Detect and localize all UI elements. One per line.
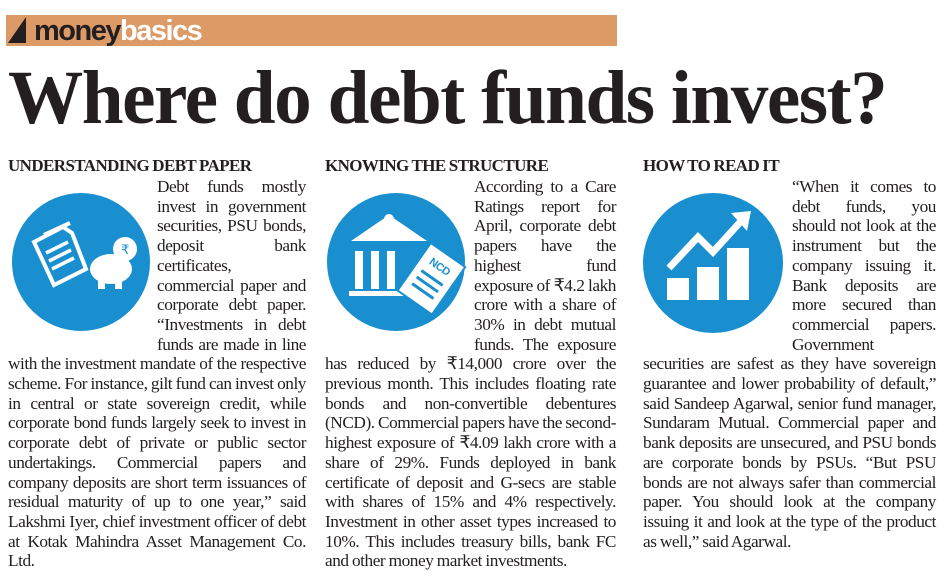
column-understanding-debt-paper: UNDERSTANDING DEBT PAPER ₹ Debt funds mo…: [8, 156, 306, 571]
column-body: According to a Care Ratings report for A…: [325, 177, 616, 571]
column-knowing-the-structure: KNOWING THE STRUCTURE NCD According to a…: [325, 156, 616, 571]
section-brand: moneybasics: [34, 14, 203, 48]
column-heading: UNDERSTANDING DEBT PAPER: [8, 156, 252, 175]
headline: Where do debt funds invest?: [8, 56, 888, 140]
column-body: Debt funds mostly invest in government s…: [8, 177, 306, 571]
column-heading: HOW TO READ IT: [643, 156, 780, 175]
growth-bar-chart-arrow-icon: [643, 193, 783, 333]
documents-piggy-bank-rupee-icon: ₹: [12, 193, 150, 331]
section-banner: moneybasics: [6, 14, 617, 48]
brand-money: money: [34, 15, 121, 47]
svg-text:₹: ₹: [121, 242, 129, 257]
column-body: “When it comes to debt funds, you should…: [643, 177, 936, 551]
banner-corner-mark: [8, 17, 26, 43]
column-how-to-read-it: HOW TO READ IT “When it comes to debt fu…: [643, 156, 936, 551]
column-heading: KNOWING THE STRUCTURE: [325, 156, 549, 175]
bank-ncd-document-icon: NCD: [327, 193, 467, 331]
brand-basics: basics: [119, 15, 203, 47]
